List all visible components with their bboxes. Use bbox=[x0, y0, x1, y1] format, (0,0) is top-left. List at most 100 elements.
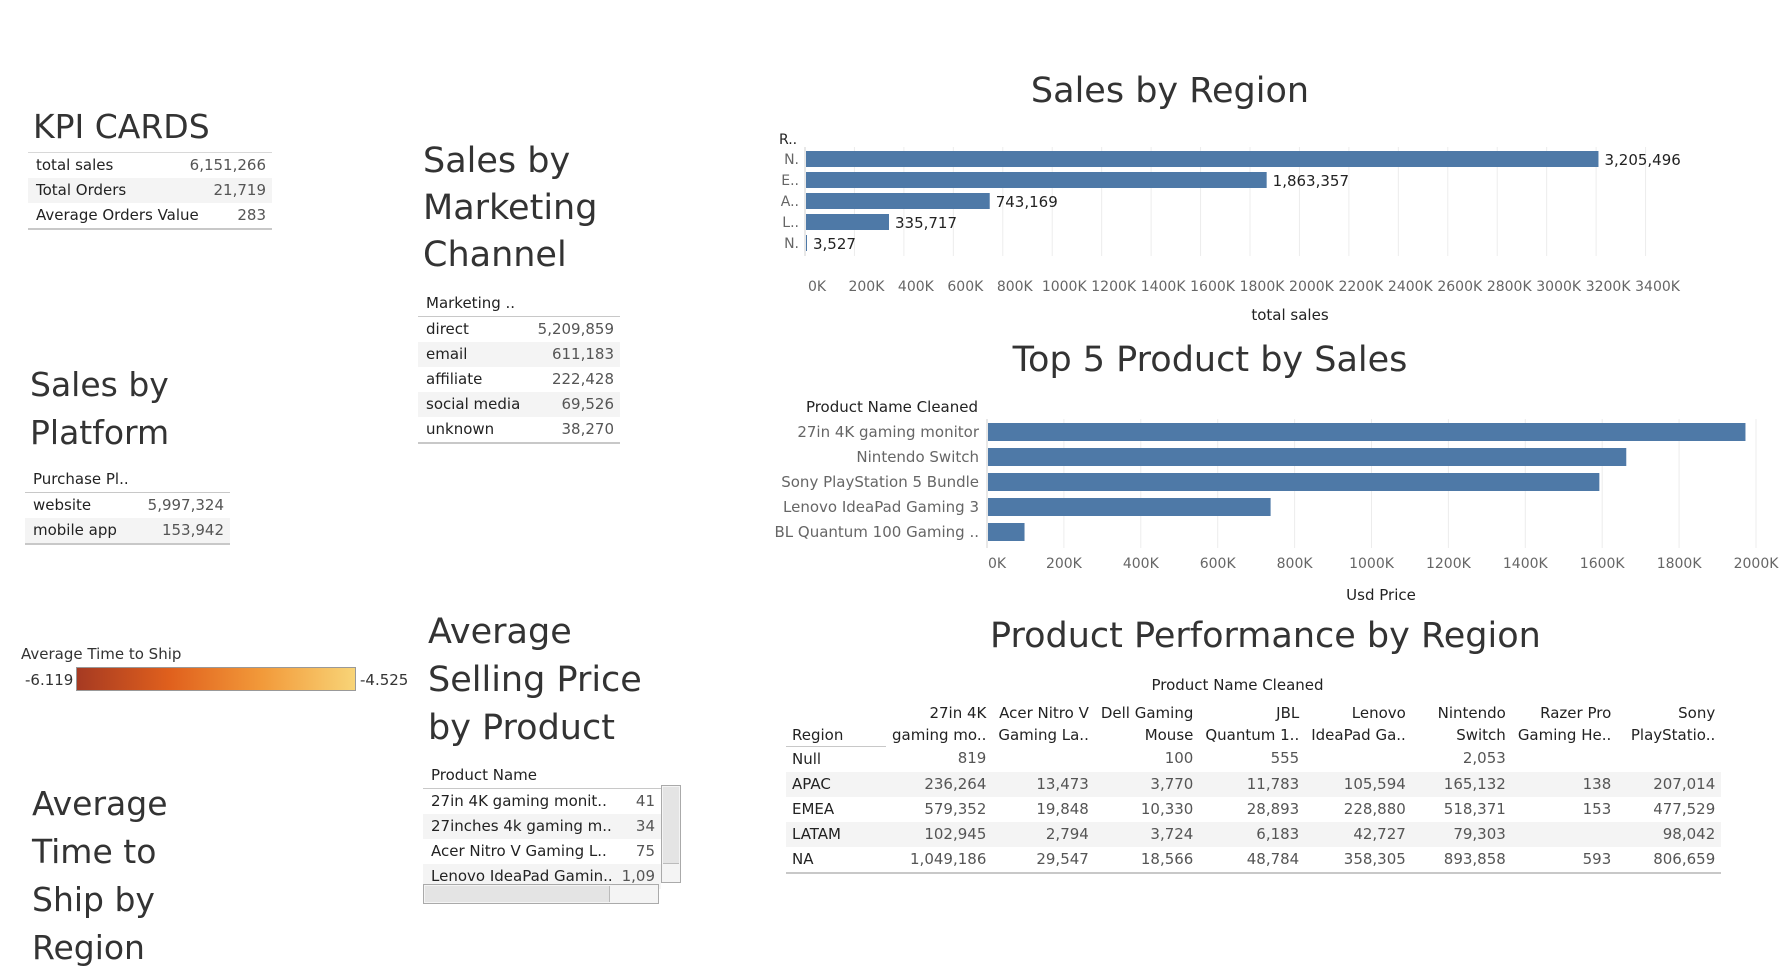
asp-row[interactable]: Acer Nitro V Gaming L.. 75 bbox=[423, 839, 661, 864]
asp-column-header[interactable]: Product Name bbox=[423, 763, 661, 789]
column-header[interactable]: Dell Gaming Mouse bbox=[1095, 702, 1200, 746]
platform-row[interactable]: mobile app 153,942 bbox=[25, 518, 230, 545]
column-header-line: JBL bbox=[1276, 704, 1300, 722]
marketing-row[interactable]: social media 69,526 bbox=[418, 392, 620, 417]
table-cell: 98,042 bbox=[1617, 821, 1722, 847]
marketing-column-header[interactable]: Marketing .. bbox=[418, 291, 620, 317]
table-row[interactable]: LATAM 102,945 2,794 3,724 6,183 42,727 79,303 9… bbox=[786, 821, 1722, 847]
table-cell: 207,014 bbox=[1617, 771, 1722, 797]
column-header[interactable]: JBL Quantum 1.. bbox=[1199, 702, 1305, 746]
asp-title: Average Selling Price by Product bbox=[428, 608, 642, 752]
table-cell: 10,330 bbox=[1140, 799, 1194, 818]
platform-column-header[interactable]: Purchase Pl.. bbox=[25, 467, 230, 493]
marketing-title: Sales by Marketing Channel bbox=[423, 138, 597, 279]
table-row[interactable]: NA 1,049,186 29,547 18,566 48,784 358,305 893,… bbox=[786, 846, 1722, 874]
x-tick-label: 1000K bbox=[1349, 556, 1395, 572]
bar[interactable] bbox=[988, 473, 1600, 491]
x-tick-label: 1600K bbox=[1580, 556, 1626, 572]
y-tick-label: JBL Quantum 100 Gaming .. bbox=[775, 523, 979, 541]
table-cell: 13,473 bbox=[992, 771, 1095, 797]
bar[interactable] bbox=[806, 214, 889, 230]
table-row[interactable]: APAC 236,264 13,473 3,770 11,783 105,594 165,1… bbox=[786, 771, 1722, 797]
region-label: EMEA bbox=[792, 799, 835, 818]
column-header[interactable]: Acer Nitro V Gaming La.. bbox=[992, 702, 1094, 746]
column-header-line: IdeaPad Ga.. bbox=[1311, 726, 1406, 744]
marketing-row[interactable]: unknown 38,270 bbox=[418, 417, 620, 444]
row-header[interactable]: Region bbox=[786, 702, 886, 747]
asp-horizontal-scrollbar[interactable] bbox=[423, 884, 659, 904]
table-cell: 593 bbox=[1511, 846, 1618, 874]
x-axis-title: Usd Price bbox=[1346, 586, 1416, 604]
column-header[interactable]: Nintendo Switch bbox=[1412, 702, 1512, 746]
table-cell: 3,724 bbox=[1094, 821, 1200, 847]
bar[interactable] bbox=[806, 235, 807, 251]
asp-row[interactable]: 27in 4K gaming monit.. 41 bbox=[423, 789, 661, 814]
table-cell: 1,049,186 bbox=[886, 846, 993, 874]
y-tick-label: Lenovo IdeaPad Gaming 3 bbox=[783, 498, 979, 516]
asp-title-line: Average bbox=[428, 612, 572, 652]
asp-horizontal-scroll-thumb[interactable] bbox=[425, 886, 610, 902]
column-header-line: Nintendo bbox=[1437, 704, 1506, 722]
chart-title: Sales by Region bbox=[1031, 71, 1309, 111]
asp-vertical-scroll-thumb[interactable] bbox=[663, 787, 679, 864]
table-cell: 2,794 bbox=[992, 821, 1095, 847]
bar[interactable] bbox=[806, 151, 1599, 167]
x-tick-label: 1400K bbox=[1141, 279, 1187, 295]
asp-label: 27in 4K gaming monit.. bbox=[431, 792, 607, 810]
product-performance-title: Product Performance by Region bbox=[990, 616, 1541, 656]
table-cell: 555 bbox=[1270, 749, 1300, 768]
table-row[interactable]: Null 819 100 555 2,053 bbox=[786, 746, 1721, 772]
table-row[interactable]: EMEA 579,352 19,848 10,330 28,893 228,880 518,… bbox=[786, 797, 1721, 822]
asp-vertical-scrollbar[interactable] bbox=[661, 785, 681, 883]
asp-value: 1,09 bbox=[621, 867, 655, 885]
chart-title: Top 5 Product by Sales bbox=[1012, 340, 1408, 380]
bar[interactable] bbox=[988, 448, 1627, 466]
bar[interactable] bbox=[806, 193, 990, 209]
x-tick-label: 400K bbox=[898, 279, 935, 295]
y-tick-label: Nintendo Switch bbox=[856, 448, 979, 466]
x-tick-label: 2000K bbox=[1289, 279, 1335, 295]
y-axis-title: R.. bbox=[779, 132, 797, 148]
marketing-row[interactable]: email 611,183 bbox=[418, 342, 620, 367]
column-header-line: Razer Pro bbox=[1540, 704, 1612, 722]
y-tick-label: N. bbox=[784, 236, 799, 252]
x-tick-label: 2200K bbox=[1338, 279, 1384, 295]
x-tick-label: 2800K bbox=[1487, 279, 1533, 295]
kpi-row[interactable]: total sales 6,151,266 bbox=[28, 152, 272, 178]
marketing-label: direct bbox=[426, 320, 469, 338]
column-header[interactable]: Lenovo IdeaPad Ga.. bbox=[1305, 702, 1412, 746]
avg-ship-title-line: Region bbox=[32, 928, 145, 967]
asp-row[interactable]: 27inches 4k gaming m.. 34 bbox=[423, 814, 661, 839]
column-header-line: Sony bbox=[1678, 704, 1716, 722]
platform-title-line: Platform bbox=[30, 413, 170, 452]
asp-label: 27inches 4k gaming m.. bbox=[431, 817, 612, 835]
kpi-row[interactable]: Average Orders Value 283 bbox=[28, 203, 272, 230]
bar[interactable] bbox=[988, 498, 1271, 516]
bar[interactable] bbox=[988, 523, 1025, 541]
table-cell bbox=[1617, 746, 1721, 772]
x-tick-label: 800K bbox=[997, 279, 1034, 295]
bar[interactable] bbox=[988, 423, 1746, 441]
column-header[interactable]: Razer Pro Gaming He.. bbox=[1512, 702, 1617, 746]
platform-row[interactable]: website 5,997,324 bbox=[25, 493, 230, 518]
x-tick-label: 3400K bbox=[1635, 279, 1681, 295]
table-cell: 102,945 bbox=[886, 821, 993, 847]
table-cell: 29,547 bbox=[992, 846, 1095, 874]
table-cell: 236,264 bbox=[886, 771, 993, 797]
column-header[interactable]: 27in 4K gaming mo.. bbox=[886, 702, 992, 746]
column-header[interactable]: Sony PlayStatio.. bbox=[1617, 702, 1721, 746]
marketing-row[interactable]: direct 5,209,859 bbox=[418, 317, 620, 342]
x-tick-label: 2000K bbox=[1734, 556, 1780, 572]
marketing-title-line: Sales by bbox=[423, 141, 571, 181]
kpi-row[interactable]: Total Orders 21,719 bbox=[28, 178, 272, 203]
x-tick-label: 2600K bbox=[1437, 279, 1483, 295]
ship-legend-gradient[interactable] bbox=[76, 667, 356, 691]
x-tick-label: 1600K bbox=[1190, 279, 1236, 295]
kpi-value: 283 bbox=[237, 206, 266, 224]
marketing-title-line: Marketing bbox=[423, 188, 598, 228]
region-label: APAC bbox=[786, 771, 886, 797]
bar[interactable] bbox=[806, 172, 1267, 188]
kpi-label: total sales bbox=[36, 156, 114, 174]
region-label: LATAM bbox=[786, 821, 886, 847]
marketing-row[interactable]: affiliate 222,428 bbox=[418, 367, 620, 392]
